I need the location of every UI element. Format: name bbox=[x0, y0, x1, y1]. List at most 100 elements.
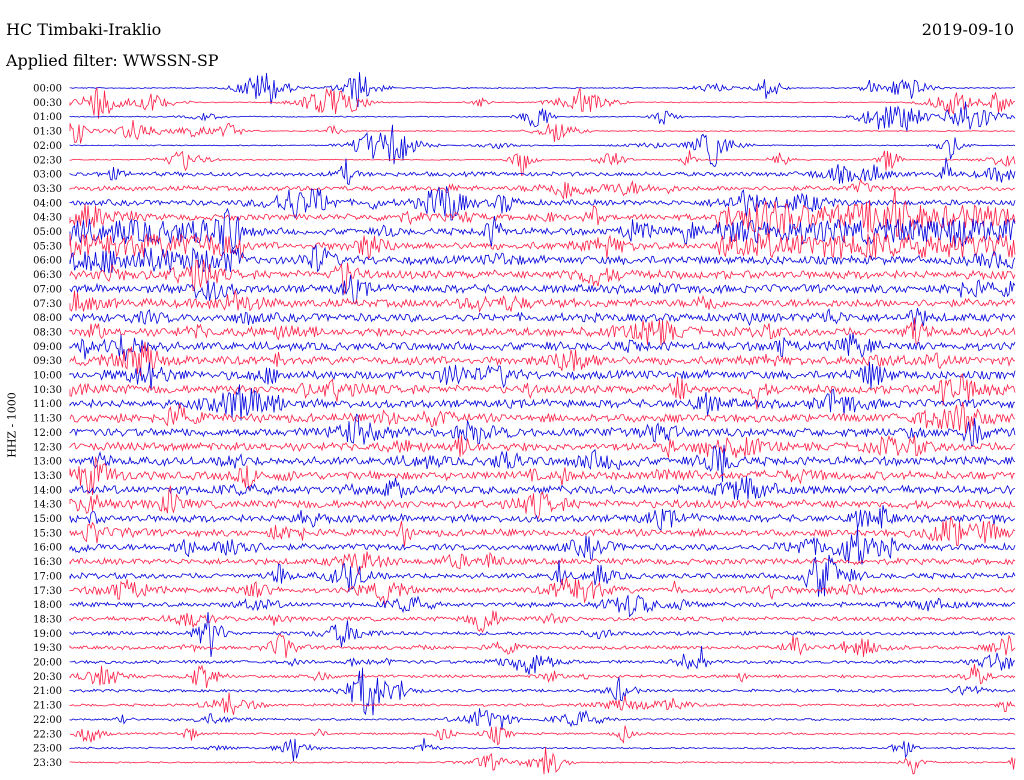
time-tick-label: 09:00 bbox=[33, 342, 62, 353]
time-tick-label: 04:00 bbox=[33, 198, 62, 209]
trace-row-1300: 13:00 bbox=[33, 444, 1016, 482]
trace-row-0300: 03:00 bbox=[33, 157, 1016, 186]
time-tick-label: 18:30 bbox=[33, 614, 62, 625]
time-tick-label: 22:00 bbox=[33, 715, 62, 726]
trace-row-1800: 18:00 bbox=[33, 594, 1016, 618]
seismic-trace bbox=[69, 476, 1016, 500]
seismic-trace bbox=[69, 341, 1016, 377]
time-tick-label: 08:00 bbox=[33, 313, 62, 324]
seismic-trace bbox=[69, 232, 1016, 260]
trace-row-2300: 23:00 bbox=[33, 737, 1016, 762]
seismic-trace bbox=[69, 361, 1016, 391]
seismic-trace bbox=[69, 737, 1016, 762]
trace-row-2200: 22:00 bbox=[33, 708, 1016, 730]
seismic-trace bbox=[69, 577, 1016, 605]
time-tick-label: 15:00 bbox=[33, 514, 62, 525]
trace-row-0530: 05:30 bbox=[33, 232, 1016, 260]
seismic-trace bbox=[69, 307, 1016, 331]
trace-row-1030: 10:30 bbox=[33, 373, 1016, 410]
trace-row-2030: 20:30 bbox=[33, 663, 1016, 688]
trace-row-1430: 14:30 bbox=[33, 484, 1016, 520]
time-tick-label: 20:30 bbox=[33, 672, 62, 683]
seismic-trace bbox=[69, 444, 1016, 482]
time-tick-label: 12:00 bbox=[33, 428, 62, 439]
filter-label: Applied filter: WWSSN-SP bbox=[6, 51, 219, 70]
trace-row-0500: 05:00 bbox=[33, 207, 1016, 251]
time-tick-label: 23:30 bbox=[33, 758, 62, 769]
trace-row-1700: 17:00 bbox=[33, 554, 1016, 597]
trace-row-0100: 01:00 bbox=[33, 101, 1016, 132]
trace-row-1730: 17:30 bbox=[33, 577, 1016, 605]
seismic-trace bbox=[69, 188, 1016, 241]
time-tick-label: 12:30 bbox=[33, 442, 62, 453]
seismic-trace bbox=[69, 692, 1016, 715]
trace-row-1900: 19:00 bbox=[33, 611, 1016, 658]
seismic-trace bbox=[69, 317, 1016, 346]
time-tick-label: 05:30 bbox=[33, 241, 62, 252]
seismic-trace bbox=[69, 708, 1016, 730]
time-tick-label: 02:30 bbox=[33, 155, 62, 166]
trace-row-2000: 20:00 bbox=[33, 645, 1016, 675]
seismic-trace bbox=[69, 527, 1016, 565]
seismic-trace bbox=[69, 290, 1016, 313]
record-date: 2019-09-10 bbox=[921, 20, 1014, 39]
time-tick-label: 07:30 bbox=[33, 299, 62, 310]
seismic-trace bbox=[69, 101, 1016, 132]
seismic-trace bbox=[69, 594, 1016, 618]
seismic-trace bbox=[69, 725, 1016, 746]
time-tick-label: 09:30 bbox=[33, 356, 62, 367]
trace-row-1830: 18:30 bbox=[33, 610, 1016, 634]
time-tick-label: 19:30 bbox=[33, 643, 62, 654]
time-tick-label: 21:30 bbox=[33, 701, 62, 712]
time-tick-label: 11:30 bbox=[33, 414, 62, 425]
seismic-trace bbox=[69, 384, 1016, 421]
seismic-trace bbox=[69, 157, 1016, 186]
time-tick-label: 10:30 bbox=[33, 385, 62, 396]
trace-row-1000: 10:00 bbox=[33, 361, 1016, 391]
time-tick-label: 16:30 bbox=[33, 557, 62, 568]
seismic-trace bbox=[69, 505, 1016, 532]
trace-row-2330: 23:30 bbox=[33, 747, 1016, 775]
seismic-trace bbox=[69, 610, 1016, 634]
time-tick-label: 05:00 bbox=[33, 227, 62, 238]
time-tick-label: 18:00 bbox=[33, 600, 62, 611]
seismic-trace bbox=[69, 124, 1016, 168]
trace-row-0000: 00:00 bbox=[33, 72, 1016, 108]
trace-row-1230: 12:30 bbox=[33, 434, 1016, 458]
trace-row-0430: 04:30 bbox=[33, 188, 1016, 241]
seismic-trace bbox=[69, 645, 1016, 675]
time-tick-label: 17:30 bbox=[33, 586, 62, 597]
time-tick-label: 08:30 bbox=[33, 327, 62, 338]
trace-row-0730: 07:30 bbox=[33, 290, 1016, 313]
time-tick-label: 23:00 bbox=[33, 744, 62, 755]
seismic-trace bbox=[69, 667, 1016, 716]
seismic-trace bbox=[69, 186, 1016, 221]
seismic-trace bbox=[69, 244, 1016, 274]
trace-row-0600: 06:00 bbox=[33, 244, 1016, 274]
time-tick-label: 17:00 bbox=[33, 571, 62, 582]
seismic-trace bbox=[69, 747, 1016, 775]
seismic-trace bbox=[69, 484, 1016, 520]
time-tick-label: 13:00 bbox=[33, 457, 62, 468]
station-title: HC Timbaki-Iraklio bbox=[6, 20, 162, 39]
trace-row-0700: 07:00 bbox=[33, 274, 1016, 305]
seismic-trace bbox=[69, 402, 1016, 434]
seismic-trace bbox=[69, 72, 1016, 108]
trace-row-0400: 04:00 bbox=[33, 186, 1016, 221]
seismic-trace bbox=[69, 259, 1016, 295]
seismic-trace bbox=[69, 178, 1016, 200]
trace-row-2230: 22:30 bbox=[33, 725, 1016, 746]
time-tick-label: 22:30 bbox=[33, 729, 62, 740]
trace-row-0230: 02:30 bbox=[33, 150, 1016, 177]
trace-row-1600: 16:00 bbox=[33, 527, 1016, 565]
time-tick-label: 00:30 bbox=[33, 98, 62, 109]
time-tick-label: 15:30 bbox=[33, 528, 62, 539]
seismic-trace bbox=[69, 86, 1016, 119]
seismic-trace bbox=[69, 333, 1016, 362]
trace-row-0930: 09:30 bbox=[33, 341, 1016, 377]
time-tick-label: 06:00 bbox=[33, 256, 62, 267]
seismic-trace bbox=[69, 373, 1016, 410]
time-tick-label: 20:00 bbox=[33, 658, 62, 669]
seismic-trace bbox=[69, 150, 1016, 177]
trace-row-1200: 12:00 bbox=[33, 413, 1016, 446]
